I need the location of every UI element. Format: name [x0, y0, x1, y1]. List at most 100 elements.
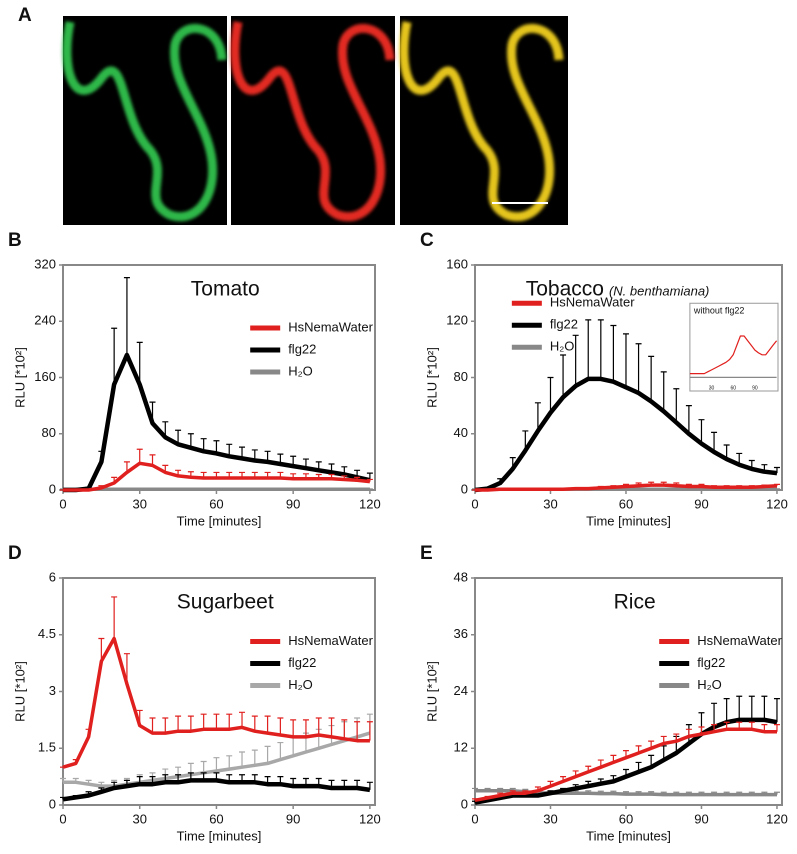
chart-title: Tobacco — [526, 278, 604, 301]
error-bar — [315, 717, 322, 736]
x-tick-label: 60 — [619, 811, 633, 826]
error-bar — [673, 388, 680, 423]
error-bar — [585, 319, 592, 379]
legend-label: HsNemaWater — [288, 633, 373, 648]
error-bar — [366, 721, 373, 741]
series-line — [689, 335, 778, 375]
y-tick-label: 12 — [454, 740, 468, 755]
error-bar — [264, 715, 271, 734]
error-bar — [226, 713, 233, 730]
chart-title: Tomato — [191, 278, 260, 301]
micrograph-red — [230, 16, 395, 225]
error-bar — [251, 749, 258, 766]
x-tick-label: 0 — [59, 811, 66, 826]
error-bar — [572, 334, 579, 386]
error-bar — [341, 719, 348, 739]
series-line — [63, 352, 371, 493]
y-tick-label: 3 — [49, 683, 56, 698]
series-line — [63, 461, 371, 492]
x-tick-label: 120 — [766, 811, 788, 826]
error-bar — [251, 715, 258, 732]
error-bar — [354, 721, 361, 741]
legend-label: H₂O — [697, 677, 722, 692]
error-bar — [187, 715, 194, 732]
legend-label: HsNemaWater — [288, 319, 373, 334]
y-tick-label: 320 — [34, 256, 56, 271]
error-bar — [610, 324, 617, 382]
error-bar — [213, 757, 220, 771]
inset-title: without flg22 — [693, 306, 745, 316]
legend-label: HsNemaWater — [550, 295, 635, 310]
legend-label: H₂O — [550, 339, 575, 354]
y-tick-label: 240 — [34, 313, 56, 328]
y-tick-label: 120 — [446, 313, 468, 328]
x-axis-label: Time [minutes] — [177, 513, 262, 528]
micrograph-green — [62, 16, 227, 225]
y-tick-label: 0 — [461, 481, 468, 496]
inset-x-tick-label: 90 — [752, 385, 758, 391]
panel-label: C — [420, 230, 434, 251]
error-bar — [264, 745, 271, 764]
y-tick-label: 0 — [49, 481, 56, 496]
error-bar — [226, 755, 233, 770]
y-tick-label: 6 — [49, 569, 56, 584]
legend-label: flg22 — [288, 341, 316, 356]
error-bar — [711, 431, 718, 453]
error-bar — [200, 713, 207, 730]
x-tick-label: 60 — [619, 496, 633, 511]
error-bar — [175, 715, 182, 732]
series-line — [62, 778, 371, 802]
x-axis-label: Time [minutes] — [586, 828, 671, 843]
error-bar — [136, 448, 143, 464]
error-bar — [685, 405, 692, 434]
chart-title: Rice — [614, 591, 656, 614]
chart-subtitle: (N. benthamiana) — [609, 283, 709, 298]
x-tick-label: 60 — [209, 811, 223, 826]
chart-title: Sugarbeet — [177, 591, 274, 614]
error-bar — [660, 371, 667, 412]
x-tick-label: 30 — [543, 496, 557, 511]
panel-label: E — [420, 543, 433, 564]
error-bar — [534, 402, 541, 431]
y-axis-label: RLU [*10²] — [424, 347, 439, 408]
error-bar — [277, 717, 284, 736]
micrograph-merge — [399, 16, 568, 225]
error-bar — [736, 695, 743, 720]
x-tick-label: 0 — [471, 496, 478, 511]
legend-label: HsNemaWater — [697, 633, 782, 648]
x-tick-label: 30 — [543, 811, 557, 826]
y-tick-label: 36 — [454, 626, 468, 641]
error-bar — [547, 376, 554, 413]
x-tick-label: 30 — [132, 496, 146, 511]
panel-label: B — [8, 230, 22, 251]
x-tick-label: 90 — [286, 496, 300, 511]
error-bar — [302, 719, 309, 737]
inset-frame — [689, 302, 779, 392]
y-tick-label: 4.5 — [38, 626, 56, 641]
x-tick-label: 30 — [132, 811, 146, 826]
y-axis-label: RLU [*10²] — [12, 347, 27, 408]
x-tick-label: 90 — [694, 496, 708, 511]
y-tick-label: 0 — [49, 796, 56, 811]
error-bar — [698, 419, 705, 444]
legend-label: H₂O — [288, 363, 313, 378]
x-tick-label: 90 — [694, 811, 708, 826]
legend-label: flg22 — [288, 655, 316, 670]
x-tick-label: 0 — [471, 811, 478, 826]
error-bar — [290, 719, 297, 737]
series-line — [474, 727, 777, 803]
error-bar — [162, 717, 169, 734]
x-tick-label: 0 — [59, 496, 66, 511]
error-bar — [761, 695, 768, 720]
error-bar — [748, 695, 755, 720]
y-tick-label: 160 — [446, 256, 468, 271]
y-axis-label: RLU [*10²] — [12, 661, 27, 722]
error-bar — [773, 697, 780, 723]
legend-label: flg22 — [697, 655, 725, 670]
x-axis-label: Time [minutes] — [177, 828, 262, 843]
x-tick-label: 60 — [209, 496, 223, 511]
error-bar — [111, 596, 118, 639]
legend-label: H₂O — [288, 677, 313, 692]
y-tick-label: 24 — [454, 683, 468, 698]
